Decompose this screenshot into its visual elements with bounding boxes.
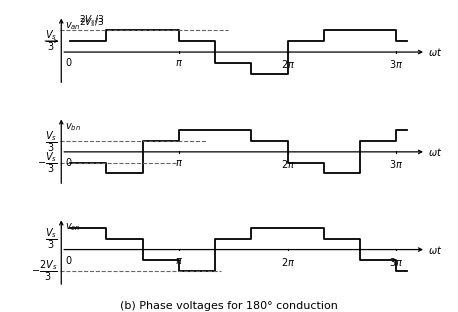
- Text: 0: 0: [65, 58, 71, 68]
- Text: $v_{bn}$: $v_{bn}$: [65, 121, 81, 133]
- Text: $3\pi$: $3\pi$: [389, 158, 403, 170]
- Text: $\omega t$: $\omega t$: [428, 244, 442, 256]
- Text: $-\dfrac{2V_s}{3}$: $-\dfrac{2V_s}{3}$: [31, 259, 58, 283]
- Text: 0: 0: [65, 256, 71, 266]
- Text: $\omega t$: $\omega t$: [428, 146, 442, 158]
- Text: $\dfrac{V_s}{3}$: $\dfrac{V_s}{3}$: [45, 129, 58, 154]
- Text: $3\pi$: $3\pi$: [389, 256, 403, 268]
- Text: $\pi$: $\pi$: [175, 158, 183, 168]
- Text: $2V_s/3$: $2V_s/3$: [79, 14, 104, 26]
- Text: $v_{cn}$: $v_{cn}$: [65, 221, 80, 233]
- Text: $\omega t$: $\omega t$: [428, 46, 442, 58]
- Text: $2\pi$: $2\pi$: [281, 58, 295, 70]
- Text: (b) Phase voltages for 180° conduction: (b) Phase voltages for 180° conduction: [120, 301, 338, 311]
- Text: $-\dfrac{V_s}{3}$: $-\dfrac{V_s}{3}$: [37, 150, 58, 175]
- Text: $\pi$: $\pi$: [175, 58, 183, 68]
- Text: $2\pi$: $2\pi$: [281, 158, 295, 170]
- Text: $2\pi$: $2\pi$: [281, 256, 295, 268]
- Text: $\dfrac{V_s}{3}$: $\dfrac{V_s}{3}$: [45, 227, 58, 251]
- Text: 0: 0: [65, 158, 71, 168]
- Text: $3\pi$: $3\pi$: [389, 58, 403, 70]
- Text: $\dfrac{V_s}{3}$: $\dfrac{V_s}{3}$: [45, 29, 58, 53]
- Text: $v_{an}$: $v_{an}$: [65, 20, 81, 32]
- Text: $2V_s/3$: $2V_s/3$: [79, 17, 105, 29]
- Text: $\pi$: $\pi$: [175, 256, 183, 266]
